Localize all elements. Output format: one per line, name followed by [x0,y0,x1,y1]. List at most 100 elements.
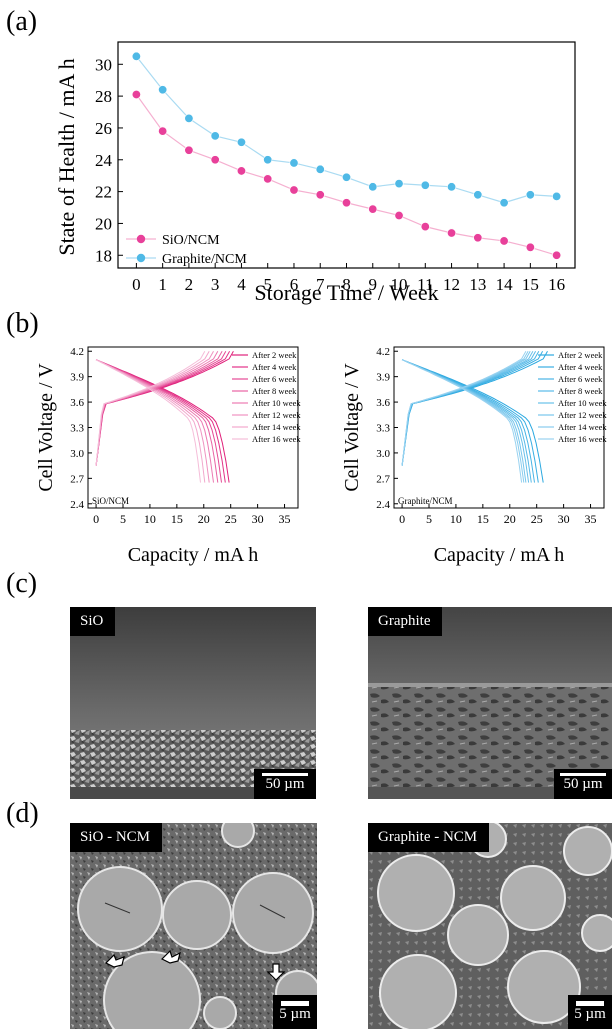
x-tick-label: 15 [477,512,489,526]
x-tick-label: 16 [548,275,565,294]
sem-cross-section-graphite: Graphite 50 µm [368,607,612,799]
chart-tag: SiO/NCM [92,496,129,506]
x-tick-label: 10 [144,512,156,526]
data-point [499,236,509,246]
x-tick-label: 35 [585,512,597,526]
x-tick-label: 11 [417,275,433,294]
sem-cross-section-sio: SiO 50 µm [70,607,316,799]
y-tick-label: 2.7 [70,473,84,485]
data-point [420,180,430,190]
data-point [158,126,168,136]
y-tick-label: 2.4 [376,499,390,511]
y-tick-label: 3.6 [70,397,84,409]
x-tick-label: 25 [225,512,237,526]
data-point [263,155,273,165]
scale-bar-5um-sio: 5 µm [273,995,317,1029]
y-tick-label: 22 [95,183,112,202]
legend-label: After 2 week [558,350,603,360]
legend-marker [136,234,146,244]
sem-tag-sio: SiO [70,607,116,636]
data-point [210,131,220,141]
panel-label-b: (b) [6,308,39,339]
legend-label: After 6 week [558,374,603,384]
legend-label: After 16 week [252,434,301,444]
data-point [341,172,351,182]
discharge-curve [401,359,527,483]
x-tick-label: 5 [263,275,272,294]
x-tick-label: 15 [171,512,183,526]
discharge-curve [95,359,219,483]
y-tick-label: 4.2 [70,346,84,358]
x-tick-label: 20 [198,512,210,526]
scale-label: 5 µm [279,1006,311,1022]
discharge-curve [401,359,544,483]
y-tick-label: 3.0 [70,448,84,460]
legend-label: Graphite/NCM [162,252,247,267]
data-point [499,198,509,208]
discharge-curve [95,359,214,483]
data-point [473,233,483,243]
data-point [184,113,194,123]
data-point [368,182,378,192]
discharge-curve [95,359,201,483]
y-axis-label: Cell Voltage / V [341,363,363,492]
y-tick-label: 3.9 [70,372,84,384]
y-tick-label: 28 [95,87,112,106]
x-tick-label: 30 [558,512,570,526]
sem-tag-graphite: Graphite [368,607,443,636]
x-tick-label: 20 [504,512,516,526]
x-tick-label: 13 [469,275,486,294]
discharge-curve [401,359,523,483]
y-tick-label: 4.2 [376,346,390,358]
data-point [473,190,483,200]
legend-label: After 8 week [252,386,297,396]
voltage-chart-sio: 2.4 2.7 3.0 3.3 3.6 3.9 4.2 0 5 10 15 20 25 30 35 Capac… [35,346,301,566]
legend-label: After 14 week [252,422,301,432]
scale-bar-50um-graphite: 50 µm [554,769,612,799]
legend-label: After 10 week [252,398,301,408]
data-point [447,182,457,192]
data-point [289,158,299,168]
data-point [394,179,404,189]
x-tick-label: 5 [120,512,126,526]
x-tick-label: 0 [132,275,141,294]
legend-label: After 10 week [558,398,607,408]
sem-tag-sio-ncm: SiO - NCM [70,823,163,852]
sem-particles-sio-ncm-image [70,823,317,1029]
data-point [447,228,457,238]
y-tick-label: 2.7 [376,473,390,485]
data-point [315,190,325,200]
x-tick-label: 3 [211,275,220,294]
sem-tag-graphite-ncm: Graphite - NCM [368,823,490,852]
panel-label-a: (a) [6,6,38,37]
data-point [394,210,404,220]
data-point [236,137,246,147]
y-tick-label: 26 [95,119,112,138]
voltage-chart-graphite: 2.4 2.7 3.0 3.3 3.6 3.9 4.2 0 5 10 15 20 25 30 35 Capac… [341,346,607,566]
discharge-curve [401,359,525,483]
x-tick-label: 35 [279,512,291,526]
legend-label: After 12 week [252,410,301,420]
y-tick-label: 18 [95,246,112,265]
x-tick-label: 10 [450,512,462,526]
x-tick-label: 7 [316,275,325,294]
data-point [315,164,325,174]
sem-particles-sio-ncm: SiO - NCM 5 µm [70,823,317,1029]
legend-label: After 12 week [558,410,607,420]
x-tick-label: 0 [399,512,405,526]
legend-label: After 6 week [252,374,297,384]
scale-bar-50um-sio: 50 µm [254,769,316,799]
charge-curve [401,350,527,466]
discharge-curve [95,359,210,483]
x-tick-label: 0 [93,512,99,526]
legend-label: SiO/NCM [162,233,220,248]
scale-label: 50 µm [265,776,305,792]
x-axis-label: Capacity / mA h [434,544,565,566]
discharge-curve [401,359,535,483]
x-tick-label: 4 [237,275,246,294]
y-tick-label: 30 [95,55,112,74]
discharge-curve [401,359,532,483]
x-tick-label: 30 [252,512,264,526]
sem-particles-graphite-ncm: Graphite - NCM 5 µm [368,823,612,1029]
